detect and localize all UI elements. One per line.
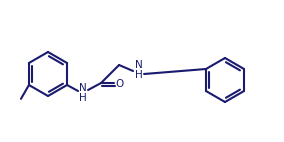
Text: N
H: N H: [135, 60, 143, 80]
Text: N
H: N H: [79, 83, 87, 103]
Text: O: O: [115, 79, 123, 89]
